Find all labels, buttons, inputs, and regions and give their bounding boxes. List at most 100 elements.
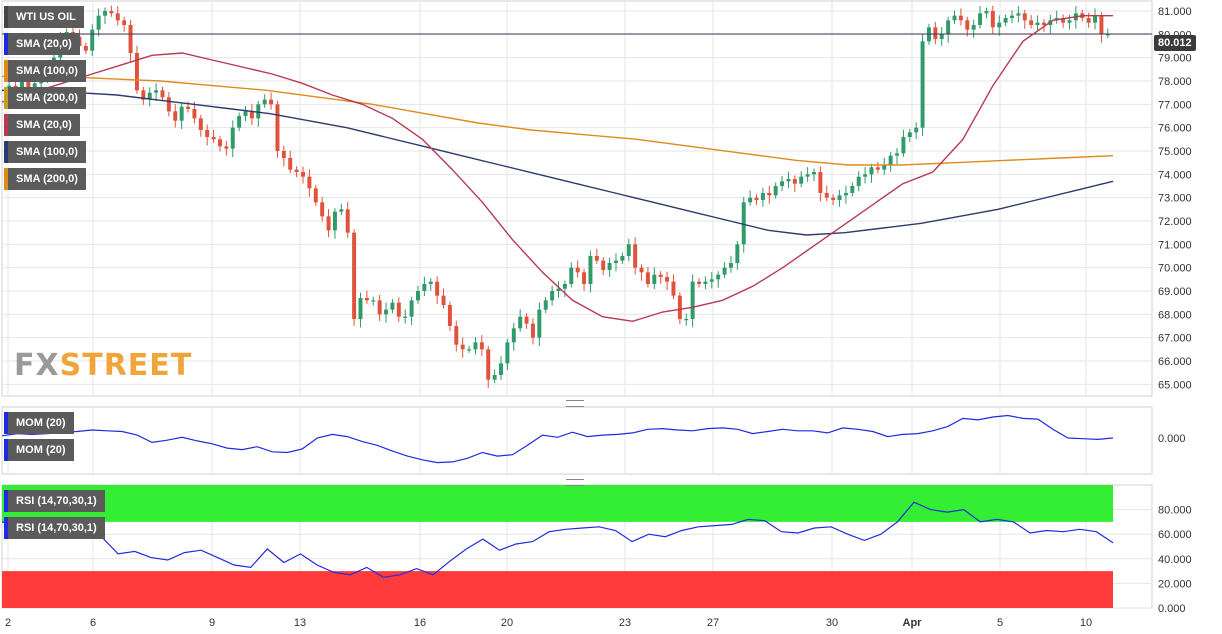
candle-body [946, 20, 951, 35]
candle-body [786, 179, 791, 182]
rsi-zones [2, 485, 1113, 608]
candle-body [1035, 22, 1040, 25]
sma-label-4[interactable]: SMA (20,0) [4, 114, 80, 136]
time-tick-label: 27 [707, 617, 719, 629]
candle-body [626, 244, 631, 256]
candle-body [843, 193, 848, 196]
candle-body [275, 104, 280, 151]
price-tick-label: 75.000 [1158, 146, 1192, 158]
candle-body [856, 176, 861, 186]
rsi-overbought-zone [2, 485, 1113, 522]
price-tick-label: 69.000 [1158, 286, 1192, 298]
candle-body [703, 281, 708, 284]
price-tick-label: 65.000 [1158, 379, 1192, 391]
candle-body [1003, 18, 1008, 23]
candle-body [26, 81, 31, 88]
candle-body [307, 176, 312, 189]
candle-body [728, 263, 733, 268]
instrument-label: WTI US OIL [4, 6, 84, 28]
rsi-tick-label: 60.000 [1158, 529, 1192, 541]
candle-body [262, 99, 267, 105]
time-tick-label: 16 [414, 617, 426, 629]
candle-body [332, 211, 337, 231]
sma-100-line [2, 89, 1114, 236]
candle-body [492, 375, 497, 380]
mom-label-1[interactable]: MOM (20) [4, 412, 74, 434]
pane-resize-handle-1[interactable] [566, 400, 584, 407]
price-tick-label: 81.000 [1158, 6, 1192, 18]
candle-body [364, 298, 369, 301]
candle-body [83, 46, 88, 51]
candle-body [812, 172, 816, 175]
candle-body [1022, 13, 1027, 21]
candle-body [741, 202, 746, 245]
candle-body [326, 216, 331, 231]
sma-label-2[interactable]: SMA (100,0) [4, 60, 86, 82]
candle-body [1041, 22, 1046, 25]
rsi-tick-label: 40.000 [1158, 554, 1192, 566]
time-tick-label: 5 [997, 617, 1003, 629]
candle-body [205, 130, 210, 137]
candle-body [166, 97, 171, 112]
pane-resize-handle-2[interactable] [566, 479, 584, 486]
candle-body [620, 256, 625, 261]
rsi-tick-label: 0.000 [1158, 603, 1186, 615]
rsi-tick-label: 20.000 [1158, 578, 1192, 590]
candle-body [384, 309, 389, 315]
candle-body [569, 267, 574, 284]
candle-body [320, 202, 325, 217]
candle-body [371, 300, 376, 302]
candle-body [1010, 15, 1014, 18]
indicator-lines [1, 414, 1114, 578]
candle-body [799, 176, 804, 184]
rsi-line [1, 501, 1114, 578]
candle-body [735, 244, 740, 263]
candle-body [614, 260, 618, 263]
sma-label-5[interactable]: SMA (100,0) [4, 141, 86, 163]
candle-body [358, 298, 363, 319]
candle-body [518, 316, 523, 329]
candle-body [1093, 15, 1098, 23]
candle-body [179, 106, 184, 121]
candle-body [479, 342, 484, 350]
rsi-oversold-zone [2, 571, 1113, 608]
candle-body [562, 284, 567, 289]
candle-body [1016, 13, 1021, 16]
candle-body [978, 13, 983, 25]
candle-body [103, 11, 107, 16]
candle-body [939, 34, 944, 39]
candle-body [211, 137, 216, 140]
candle-body [281, 151, 286, 158]
time-tick-label: 30 [826, 617, 838, 629]
candle-body [958, 15, 963, 21]
candle-body [301, 172, 305, 177]
candle-body [415, 291, 420, 301]
sma-label-3[interactable]: SMA (200,0) [4, 87, 86, 109]
rsi-label-1[interactable]: RSI (14,70,30,1) [4, 490, 105, 512]
mom-label-2[interactable]: MOM (20) [4, 439, 74, 461]
candle-body [658, 274, 663, 277]
candle-body [594, 256, 599, 261]
candle-body [709, 279, 714, 282]
candle-body [990, 11, 995, 28]
rsi-label-2[interactable]: RSI (14,70,30,1) [4, 517, 105, 539]
candle-body [543, 300, 548, 310]
candle-body [435, 281, 440, 296]
time-tick-label: 13 [294, 617, 306, 629]
pane-frame-1 [1, 406, 1153, 475]
candle-body [269, 99, 274, 105]
candle-body [965, 20, 970, 30]
candle-body [1086, 18, 1091, 23]
sma-label-6[interactable]: SMA (200,0) [4, 168, 86, 190]
candle-body [1029, 20, 1034, 25]
candle-body [396, 302, 401, 317]
candle-body [224, 146, 229, 149]
candle-body [952, 15, 957, 21]
sma-label-1[interactable]: SMA (20,0) [4, 33, 80, 55]
candle-body [96, 15, 101, 30]
candle-body [869, 167, 874, 175]
price-tick-label: 79.000 [1158, 53, 1192, 65]
candle-body [748, 197, 753, 203]
candle-body [505, 342, 510, 364]
